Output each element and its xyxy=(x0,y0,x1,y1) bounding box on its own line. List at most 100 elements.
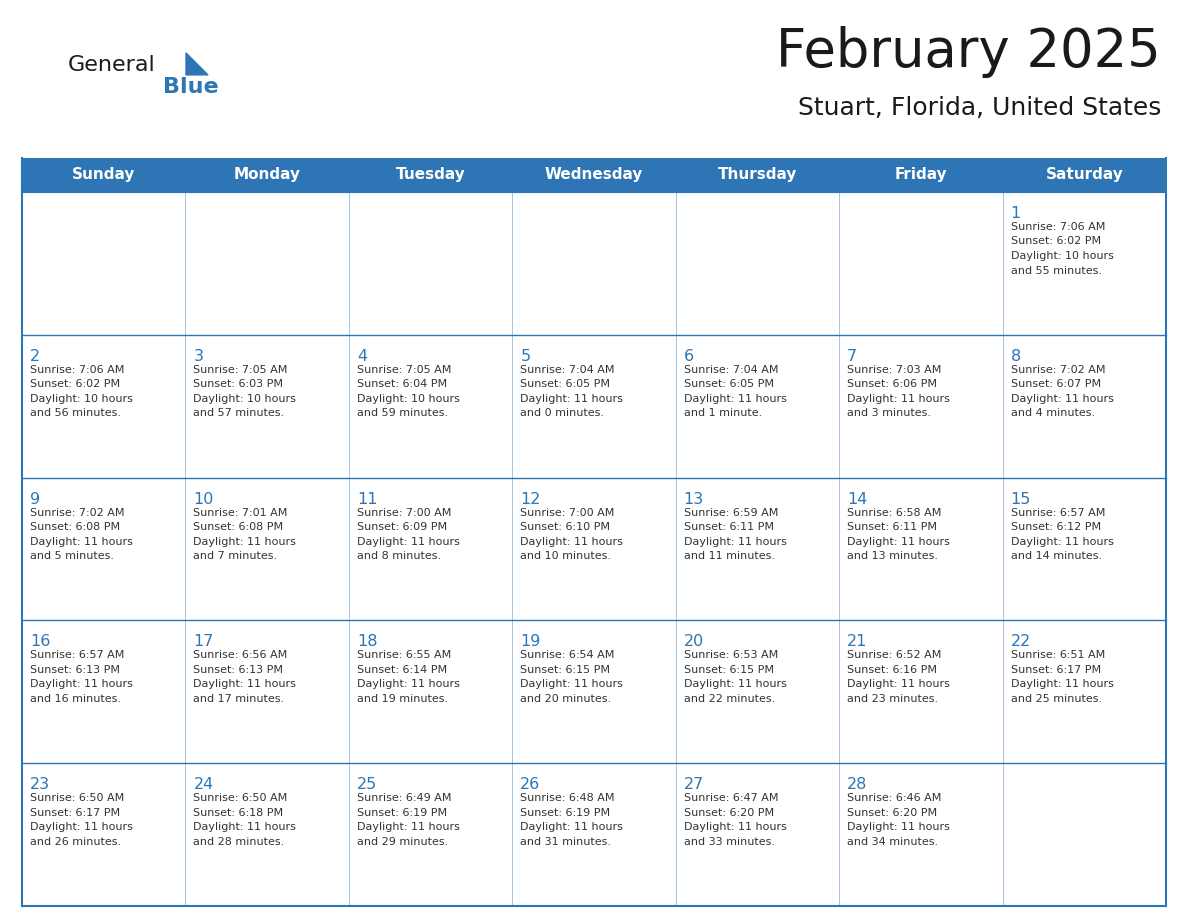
Text: Sunrise: 7:06 AM: Sunrise: 7:06 AM xyxy=(30,364,125,375)
Text: Tuesday: Tuesday xyxy=(396,167,466,183)
Text: Daylight: 11 hours: Daylight: 11 hours xyxy=(684,679,786,689)
Text: Daylight: 11 hours: Daylight: 11 hours xyxy=(684,823,786,833)
Text: Sunrise: 7:03 AM: Sunrise: 7:03 AM xyxy=(847,364,942,375)
Text: and 55 minutes.: and 55 minutes. xyxy=(1011,265,1101,275)
Text: and 28 minutes.: and 28 minutes. xyxy=(194,836,285,846)
Text: Sunset: 6:16 PM: Sunset: 6:16 PM xyxy=(847,665,937,675)
Text: Monday: Monday xyxy=(234,167,301,183)
Text: 20: 20 xyxy=(684,634,704,649)
Text: Sunrise: 6:57 AM: Sunrise: 6:57 AM xyxy=(30,650,125,660)
Text: Sunrise: 7:04 AM: Sunrise: 7:04 AM xyxy=(684,364,778,375)
Text: 13: 13 xyxy=(684,492,704,507)
Text: Daylight: 11 hours: Daylight: 11 hours xyxy=(356,537,460,546)
Text: 22: 22 xyxy=(1011,634,1031,649)
Text: Sunset: 6:02 PM: Sunset: 6:02 PM xyxy=(1011,237,1101,247)
Text: Daylight: 11 hours: Daylight: 11 hours xyxy=(30,537,133,546)
Text: 23: 23 xyxy=(30,778,50,792)
Text: Sunset: 6:20 PM: Sunset: 6:20 PM xyxy=(684,808,773,818)
Text: Daylight: 10 hours: Daylight: 10 hours xyxy=(194,394,296,404)
Text: Daylight: 10 hours: Daylight: 10 hours xyxy=(1011,251,1113,261)
Text: and 59 minutes.: and 59 minutes. xyxy=(356,409,448,419)
Text: and 31 minutes.: and 31 minutes. xyxy=(520,836,612,846)
Text: Sunrise: 6:49 AM: Sunrise: 6:49 AM xyxy=(356,793,451,803)
Text: and 5 minutes.: and 5 minutes. xyxy=(30,551,114,561)
Text: Daylight: 11 hours: Daylight: 11 hours xyxy=(684,394,786,404)
Text: Daylight: 11 hours: Daylight: 11 hours xyxy=(520,823,624,833)
Text: Saturday: Saturday xyxy=(1045,167,1123,183)
Text: Daylight: 11 hours: Daylight: 11 hours xyxy=(684,537,786,546)
Text: Sunset: 6:17 PM: Sunset: 6:17 PM xyxy=(1011,665,1101,675)
Text: Sunrise: 6:50 AM: Sunrise: 6:50 AM xyxy=(194,793,287,803)
Text: Daylight: 11 hours: Daylight: 11 hours xyxy=(1011,679,1113,689)
Text: 25: 25 xyxy=(356,778,377,792)
Text: Sunrise: 7:01 AM: Sunrise: 7:01 AM xyxy=(194,508,287,518)
Text: and 8 minutes.: and 8 minutes. xyxy=(356,551,441,561)
Text: and 25 minutes.: and 25 minutes. xyxy=(1011,694,1101,704)
Text: Daylight: 11 hours: Daylight: 11 hours xyxy=(1011,394,1113,404)
Text: 26: 26 xyxy=(520,778,541,792)
Text: 16: 16 xyxy=(30,634,50,649)
Text: and 7 minutes.: and 7 minutes. xyxy=(194,551,278,561)
Text: Sunrise: 6:56 AM: Sunrise: 6:56 AM xyxy=(194,650,287,660)
Text: Sunrise: 7:02 AM: Sunrise: 7:02 AM xyxy=(30,508,125,518)
Text: and 4 minutes.: and 4 minutes. xyxy=(1011,409,1094,419)
Text: and 13 minutes.: and 13 minutes. xyxy=(847,551,939,561)
Text: Daylight: 11 hours: Daylight: 11 hours xyxy=(356,823,460,833)
Text: 9: 9 xyxy=(30,492,40,507)
Text: Daylight: 10 hours: Daylight: 10 hours xyxy=(30,394,133,404)
Text: and 10 minutes.: and 10 minutes. xyxy=(520,551,612,561)
Text: and 19 minutes.: and 19 minutes. xyxy=(356,694,448,704)
Text: Sunrise: 6:59 AM: Sunrise: 6:59 AM xyxy=(684,508,778,518)
Text: Sunrise: 6:52 AM: Sunrise: 6:52 AM xyxy=(847,650,942,660)
Text: Sunset: 6:06 PM: Sunset: 6:06 PM xyxy=(847,379,937,389)
Text: 14: 14 xyxy=(847,492,867,507)
Text: Daylight: 11 hours: Daylight: 11 hours xyxy=(847,537,950,546)
Text: Sunset: 6:04 PM: Sunset: 6:04 PM xyxy=(356,379,447,389)
Text: Daylight: 11 hours: Daylight: 11 hours xyxy=(847,823,950,833)
Text: Daylight: 11 hours: Daylight: 11 hours xyxy=(520,537,624,546)
Text: Daylight: 11 hours: Daylight: 11 hours xyxy=(30,679,133,689)
Text: 18: 18 xyxy=(356,634,378,649)
Text: February 2025: February 2025 xyxy=(776,26,1161,78)
Text: and 0 minutes.: and 0 minutes. xyxy=(520,409,605,419)
Text: Sunrise: 6:55 AM: Sunrise: 6:55 AM xyxy=(356,650,451,660)
Text: Sunrise: 6:48 AM: Sunrise: 6:48 AM xyxy=(520,793,614,803)
Text: and 11 minutes.: and 11 minutes. xyxy=(684,551,775,561)
Text: Daylight: 11 hours: Daylight: 11 hours xyxy=(194,679,296,689)
Text: Daylight: 10 hours: Daylight: 10 hours xyxy=(356,394,460,404)
Text: 6: 6 xyxy=(684,349,694,364)
Text: and 26 minutes.: and 26 minutes. xyxy=(30,836,121,846)
Text: Thursday: Thursday xyxy=(718,167,797,183)
Text: 8: 8 xyxy=(1011,349,1020,364)
Text: Wednesday: Wednesday xyxy=(545,167,643,183)
Text: Sunset: 6:19 PM: Sunset: 6:19 PM xyxy=(520,808,611,818)
Text: Daylight: 11 hours: Daylight: 11 hours xyxy=(194,537,296,546)
Text: Sunrise: 7:06 AM: Sunrise: 7:06 AM xyxy=(1011,222,1105,232)
Text: Sunset: 6:20 PM: Sunset: 6:20 PM xyxy=(847,808,937,818)
Text: Sunset: 6:07 PM: Sunset: 6:07 PM xyxy=(1011,379,1101,389)
Text: 3: 3 xyxy=(194,349,203,364)
Text: and 16 minutes.: and 16 minutes. xyxy=(30,694,121,704)
Text: 7: 7 xyxy=(847,349,858,364)
Text: and 3 minutes.: and 3 minutes. xyxy=(847,409,931,419)
Polygon shape xyxy=(187,53,208,75)
Text: and 20 minutes.: and 20 minutes. xyxy=(520,694,612,704)
Text: Sunset: 6:09 PM: Sunset: 6:09 PM xyxy=(356,522,447,532)
Text: 27: 27 xyxy=(684,778,704,792)
Text: and 17 minutes.: and 17 minutes. xyxy=(194,694,285,704)
Text: Sunset: 6:14 PM: Sunset: 6:14 PM xyxy=(356,665,447,675)
Text: Sunrise: 7:00 AM: Sunrise: 7:00 AM xyxy=(356,508,451,518)
Text: and 14 minutes.: and 14 minutes. xyxy=(1011,551,1101,561)
Text: Sunset: 6:08 PM: Sunset: 6:08 PM xyxy=(194,522,284,532)
Text: Sunset: 6:12 PM: Sunset: 6:12 PM xyxy=(1011,522,1101,532)
Text: Daylight: 11 hours: Daylight: 11 hours xyxy=(30,823,133,833)
Text: Blue: Blue xyxy=(163,77,219,97)
Text: 24: 24 xyxy=(194,778,214,792)
Text: Sunset: 6:17 PM: Sunset: 6:17 PM xyxy=(30,808,120,818)
Text: and 23 minutes.: and 23 minutes. xyxy=(847,694,939,704)
Text: 1: 1 xyxy=(1011,206,1020,221)
Text: Sunrise: 6:57 AM: Sunrise: 6:57 AM xyxy=(1011,508,1105,518)
Text: Sunset: 6:03 PM: Sunset: 6:03 PM xyxy=(194,379,284,389)
Text: General: General xyxy=(68,55,156,75)
Text: 28: 28 xyxy=(847,778,867,792)
